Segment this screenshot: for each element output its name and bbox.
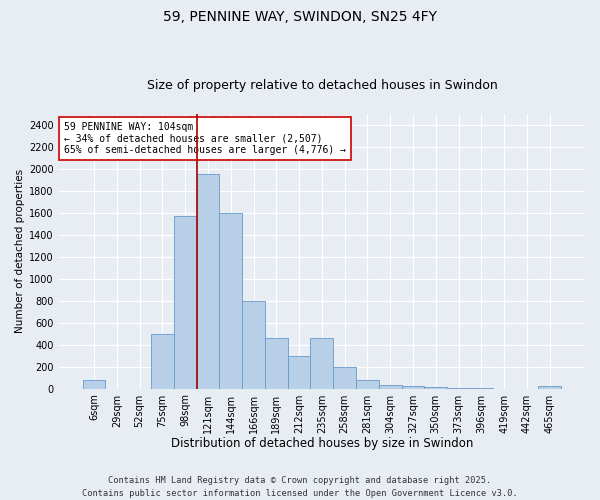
- Bar: [220, 213, 242, 388]
- Bar: [401, 386, 424, 388]
- Bar: [538, 386, 561, 388]
- Bar: [379, 386, 401, 388]
- Bar: [174, 216, 197, 388]
- Bar: [356, 380, 379, 388]
- Y-axis label: Number of detached properties: Number of detached properties: [15, 169, 25, 334]
- Bar: [288, 356, 310, 388]
- Bar: [197, 174, 220, 388]
- Bar: [310, 338, 333, 388]
- Text: 59, PENNINE WAY, SWINDON, SN25 4FY: 59, PENNINE WAY, SWINDON, SN25 4FY: [163, 10, 437, 24]
- X-axis label: Distribution of detached houses by size in Swindon: Distribution of detached houses by size …: [171, 437, 473, 450]
- Title: Size of property relative to detached houses in Swindon: Size of property relative to detached ho…: [146, 79, 497, 92]
- Bar: [151, 334, 174, 388]
- Bar: [265, 338, 288, 388]
- Bar: [242, 300, 265, 388]
- Text: 59 PENNINE WAY: 104sqm
← 34% of detached houses are smaller (2,507)
65% of semi-: 59 PENNINE WAY: 104sqm ← 34% of detached…: [64, 122, 346, 156]
- Text: Contains HM Land Registry data © Crown copyright and database right 2025.
Contai: Contains HM Land Registry data © Crown c…: [82, 476, 518, 498]
- Bar: [83, 380, 106, 388]
- Bar: [333, 366, 356, 388]
